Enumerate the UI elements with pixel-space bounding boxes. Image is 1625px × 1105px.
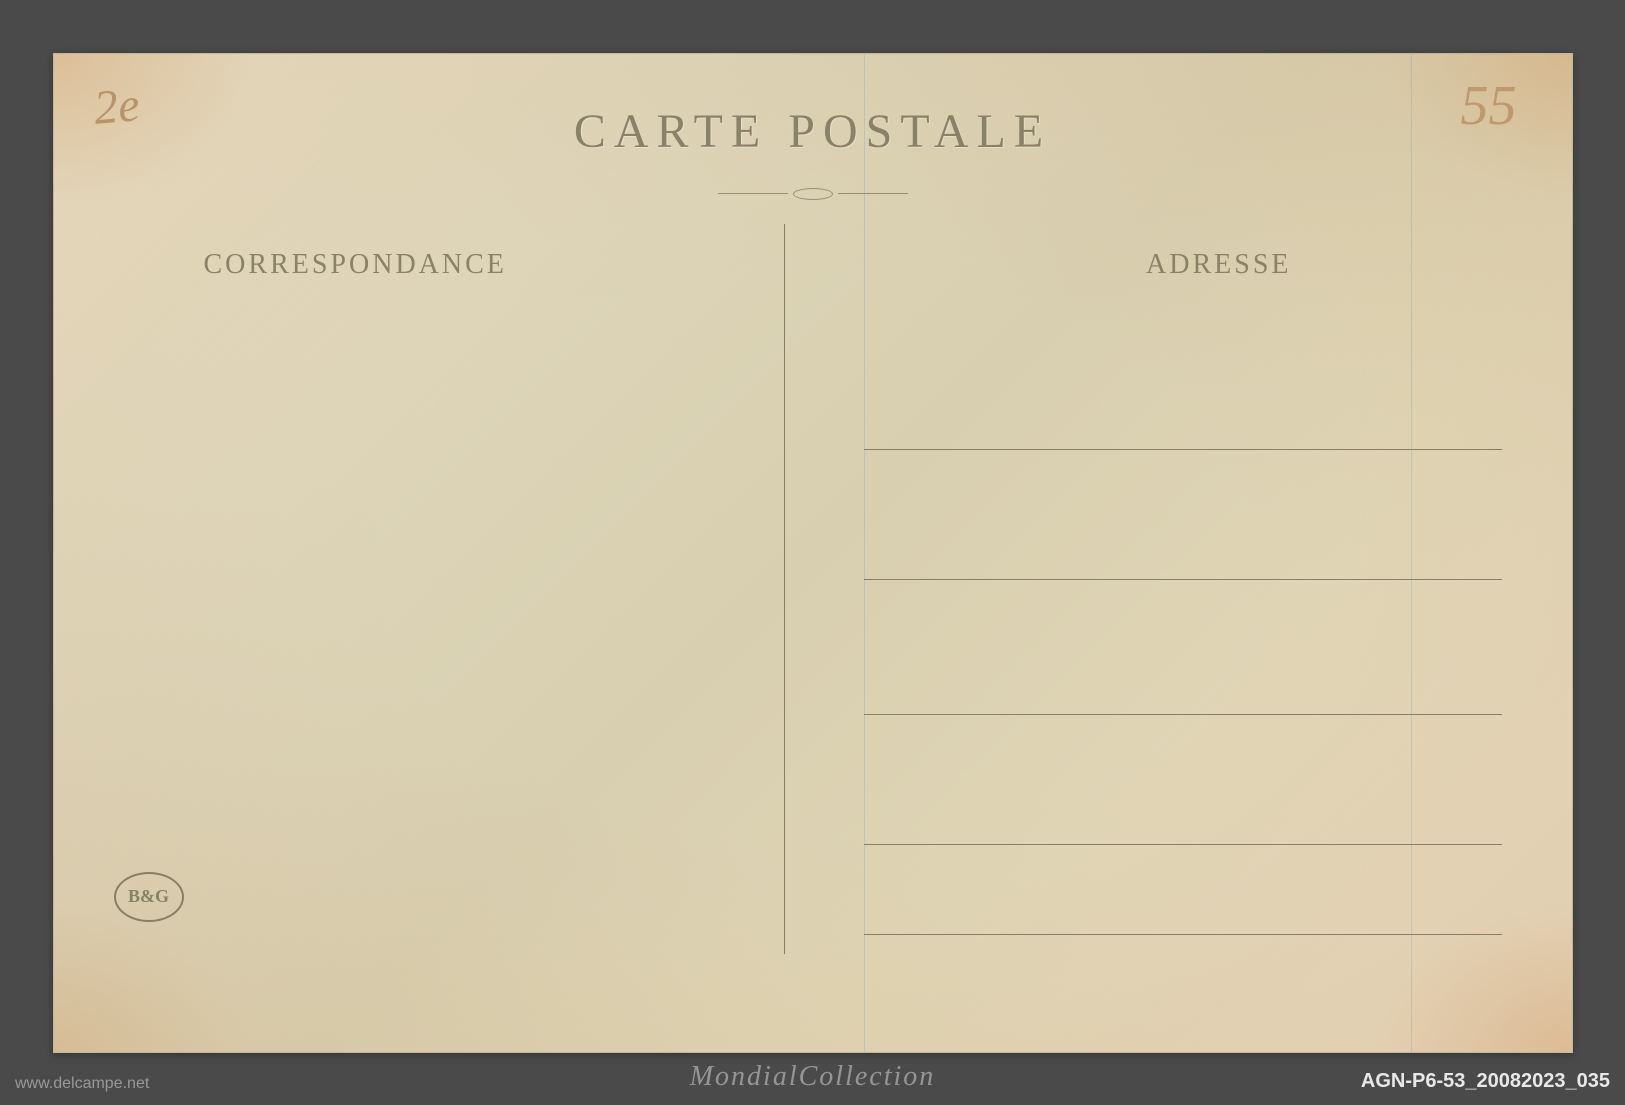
address-line-3 <box>864 714 1502 715</box>
postcard-title: CARTE POSTALE <box>574 104 1051 159</box>
aging-corner-tl <box>54 54 254 204</box>
postcard-back: CARTE POSTALE CORRESPONDANCE ADRESSE 2e … <box>53 53 1573 1053</box>
publisher-logo: B&G <box>114 872 184 922</box>
aging-corner-bl <box>54 902 254 1052</box>
aging-corner-br <box>1372 902 1572 1052</box>
vertical-divider <box>784 224 785 954</box>
correspondance-label: CORRESPONDANCE <box>204 249 507 281</box>
handwritten-annotation-tr: 55 <box>1461 74 1517 138</box>
address-line-2 <box>864 579 1502 580</box>
title-ornament <box>713 184 913 204</box>
adresse-label: ADRESSE <box>1146 249 1291 281</box>
watermark-reference: AGN-P6-53_20082023_035 <box>1361 1070 1610 1093</box>
address-line-4 <box>864 844 1502 845</box>
address-line-5 <box>864 934 1502 935</box>
watermark-url: www.delcampe.net <box>15 1075 149 1093</box>
handwritten-annotation-tl: 2e <box>91 77 141 136</box>
guide-line-2 <box>1411 54 1412 1052</box>
address-line-1 <box>864 449 1502 450</box>
watermark-brand: MondialCollection <box>690 1061 936 1093</box>
